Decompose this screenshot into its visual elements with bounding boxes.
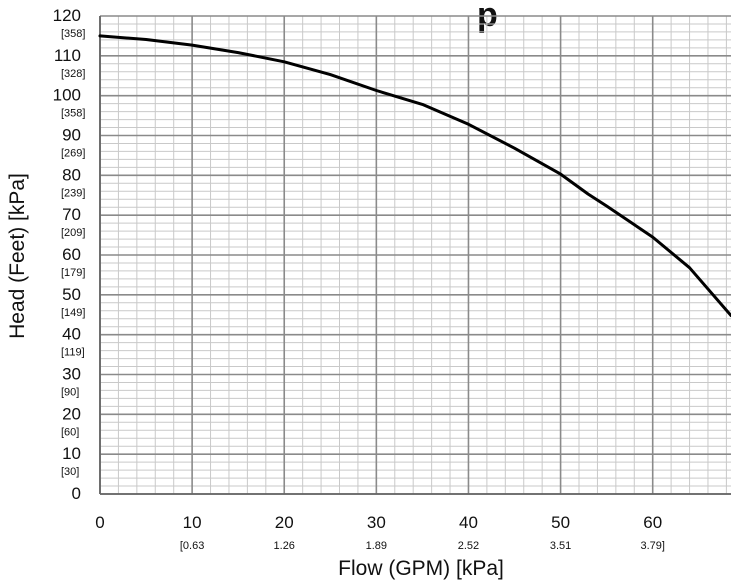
y-tick-sublabel: [269] bbox=[61, 148, 85, 160]
x-tick-label: 10 bbox=[183, 513, 202, 532]
y-tick-sublabel: [30] bbox=[61, 466, 79, 478]
x-tick-sublabel: 3.51 bbox=[550, 540, 571, 552]
x-axis-title: Flow (GPM) [kPa] bbox=[338, 557, 504, 580]
x-tick-sublabel: 1.89 bbox=[366, 540, 387, 552]
x-axis-tick-labels: 0 10 [0.63 20 1.26 30 1.89 40 2.52 50 3.51 60 3.79] bbox=[95, 513, 665, 552]
y-tick-sublabel: [358] bbox=[61, 28, 85, 40]
x-tick-label: 60 bbox=[643, 513, 662, 532]
x-tick-sublabel: 2.52 bbox=[458, 540, 479, 552]
x-tick-sublabel: 1.26 bbox=[274, 540, 295, 552]
y-tick-label: 40 bbox=[62, 325, 81, 344]
chart-grid bbox=[99, 15, 731, 495]
y-tick-sublabel: [358] bbox=[61, 108, 85, 120]
y-tick-label: 80 bbox=[62, 165, 81, 184]
y-tick-label: 30 bbox=[62, 365, 81, 384]
y-axis-tick-labels: 0 10 [30] 20 [60] 30 [90] 40 [119] 50 [149] 60 [179]… bbox=[53, 6, 86, 503]
y-tick-label: 10 bbox=[62, 444, 81, 463]
x-tick-label: 20 bbox=[275, 513, 294, 532]
y-tick-label: 120 bbox=[53, 6, 81, 25]
y-tick-sublabel: [209] bbox=[61, 227, 85, 239]
y-axis-title: Head (Feet) [kPa] bbox=[6, 173, 29, 339]
pump-curve-line bbox=[98, 34, 731, 317]
y-tick-sublabel: [119] bbox=[61, 347, 85, 359]
y-tick-sublabel: [60] bbox=[61, 426, 79, 438]
x-tick-label: 0 bbox=[95, 513, 104, 532]
y-tick-label: 20 bbox=[62, 404, 81, 423]
y-tick-sublabel: [239] bbox=[61, 187, 85, 199]
y-tick-label: 110 bbox=[54, 46, 81, 65]
y-tick-sublabel: [328] bbox=[61, 68, 85, 80]
y-tick-label: 50 bbox=[62, 285, 81, 304]
x-tick-label: 30 bbox=[367, 513, 386, 532]
series-layer bbox=[98, 34, 731, 317]
chart-title-fragment: p bbox=[477, 0, 498, 34]
x-tick-sublabel: [0.63 bbox=[180, 540, 204, 552]
y-tick-label: 60 bbox=[62, 245, 81, 264]
x-tick-sublabel: 3.79] bbox=[640, 540, 664, 552]
y-tick-label: 90 bbox=[62, 126, 81, 145]
y-tick-label: 0 bbox=[72, 484, 81, 503]
y-tick-sublabel: [179] bbox=[61, 267, 85, 279]
y-tick-label: 100 bbox=[53, 86, 81, 105]
x-tick-label: 50 bbox=[551, 513, 570, 532]
x-tick-label: 40 bbox=[459, 513, 478, 532]
y-tick-sublabel: [90] bbox=[61, 387, 79, 399]
y-tick-sublabel: [149] bbox=[61, 307, 85, 319]
y-tick-label: 70 bbox=[62, 205, 81, 224]
